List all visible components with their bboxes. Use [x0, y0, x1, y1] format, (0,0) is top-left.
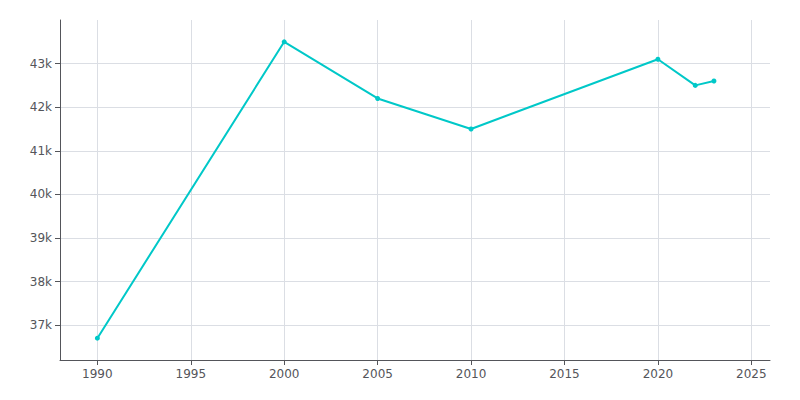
svg-text:39k: 39k	[30, 231, 52, 245]
svg-text:2015: 2015	[549, 367, 580, 381]
svg-text:1995: 1995	[176, 367, 207, 381]
svg-text:43k: 43k	[30, 57, 52, 71]
svg-text:38k: 38k	[30, 275, 52, 289]
svg-text:41k: 41k	[30, 144, 52, 158]
svg-text:2005: 2005	[362, 367, 393, 381]
svg-text:1990: 1990	[82, 367, 113, 381]
svg-text:42k: 42k	[30, 100, 52, 114]
svg-text:2025: 2025	[736, 367, 767, 381]
svg-text:2010: 2010	[456, 367, 487, 381]
svg-text:40k: 40k	[30, 187, 52, 201]
svg-text:2000: 2000	[269, 367, 300, 381]
svg-text:2020: 2020	[643, 367, 674, 381]
svg-text:37k: 37k	[30, 318, 52, 332]
